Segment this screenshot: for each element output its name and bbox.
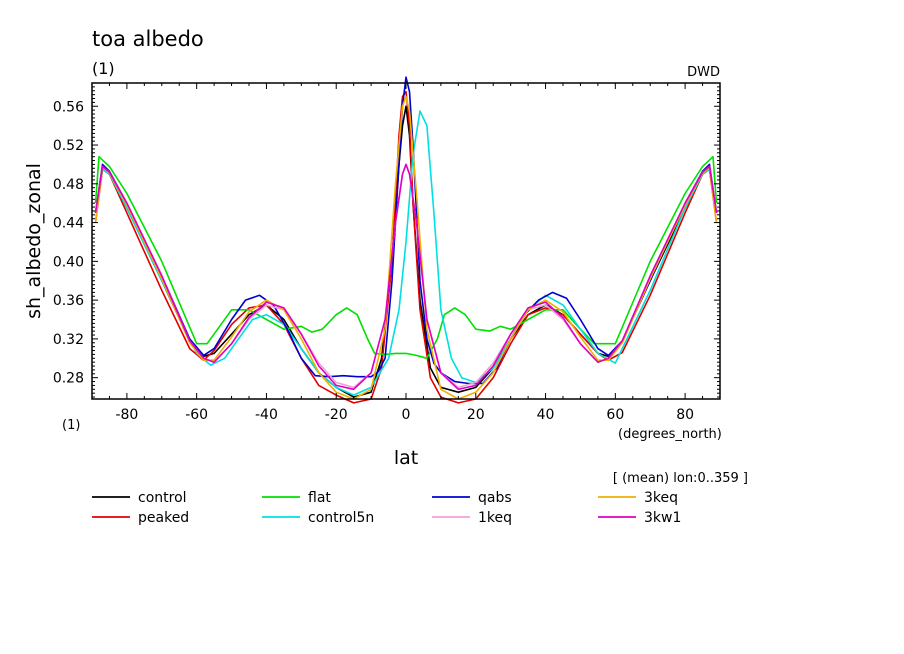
x-tick-label: 20 — [467, 407, 485, 423]
x-tick-label: 80 — [676, 407, 694, 423]
x-axis-title: lat — [394, 447, 418, 469]
legend-label-3kw1: 3kw1 — [644, 510, 681, 526]
series-line-flat — [94, 155, 718, 360]
y-tick-label: 0.56 — [53, 99, 84, 115]
legend: control peaked flat control5n qabs 1keq 3keq 3k… — [92, 490, 681, 526]
x-tick-label: -20 — [325, 407, 348, 423]
y-tick-label: 0.28 — [53, 371, 84, 387]
y-axis: 0.28 0.32 0.36 0.40 0.44 0.48 0.52 0.56 — [53, 86, 720, 398]
legend-label-control: control — [138, 490, 187, 506]
source-label: DWD — [687, 65, 720, 80]
series-line-qabs — [94, 76, 718, 385]
y-axis-title: sh_albedo_zonal — [23, 163, 45, 319]
y-tick-label: 0.40 — [53, 254, 84, 270]
plot-lines — [94, 76, 718, 404]
series-line-3kw1 — [94, 163, 718, 391]
y-tick-label: 0.48 — [53, 177, 84, 193]
x-tick-label: -40 — [255, 407, 278, 423]
x-tick-label: 40 — [537, 407, 555, 423]
y-tick-label: 0.52 — [53, 138, 84, 154]
y-tick-label: 0.44 — [53, 216, 84, 232]
y-tick-label: 0.32 — [53, 332, 84, 348]
averaging-note: [ (mean) lon:0..359 ] — [613, 471, 748, 486]
legend-label-control5n: control5n — [308, 510, 374, 526]
legend-label-flat: flat — [308, 490, 331, 506]
legend-label-peaked: peaked — [138, 510, 189, 526]
series-line-control5n — [94, 110, 718, 396]
x-units-label: (degrees_north) — [618, 427, 722, 442]
chart-subtitle: (1) — [92, 59, 115, 78]
y-units-label: (1) — [62, 418, 80, 433]
chart-title: toa albedo — [92, 27, 204, 51]
x-tick-label: -60 — [185, 407, 208, 423]
x-tick-label: 0 — [402, 407, 411, 423]
legend-label-1keq: 1keq — [478, 510, 512, 526]
x-axis: -80 -60 -40 -20 0 20 40 60 80 — [91, 83, 721, 423]
x-tick-label: 60 — [606, 407, 624, 423]
x-tick-label: -80 — [115, 407, 138, 423]
legend-label-qabs: qabs — [478, 490, 512, 506]
y-tick-label: 0.36 — [53, 293, 84, 309]
legend-label-3keq: 3keq — [644, 490, 678, 506]
